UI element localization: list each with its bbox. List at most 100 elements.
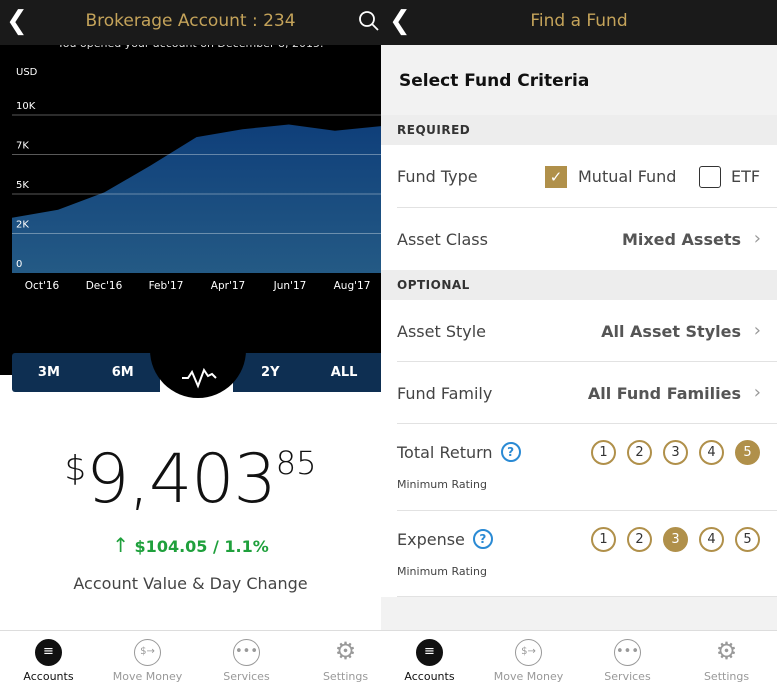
day-change: ↑ $104.05 / 1.1% [0,533,381,557]
settings-icon: ⚙ [715,637,738,665]
tab-label: Move Money [112,670,183,683]
y-tick-label: 5K [16,180,29,191]
rating-2-button[interactable]: 2 [627,440,652,465]
chart-area: You opened your account on December 8, 2… [0,37,381,392]
tab-settings[interactable]: ⚙ Settings [678,631,775,693]
help-icon[interactable]: ? [500,442,521,462]
tab-settings[interactable]: ⚙ Settings [297,631,394,693]
optional-section-label: OPTIONAL [381,270,777,300]
currency-symbol: $ [64,449,87,489]
tab-label: Settings [703,670,750,683]
etf-label: ETF [731,167,761,186]
fund-type-label: Fund Type [397,167,478,186]
x-tick-label: Oct'16 [25,280,60,292]
rating-4-button[interactable]: 4 [699,440,724,465]
account-value-label: Account Value & Day Change [73,574,308,593]
tab-accounts[interactable]: ≡ Accounts [381,631,478,693]
page-title: Find a Fund [530,11,628,31]
header: ❮ Brokerage Account : 234 [0,0,381,45]
tab-services[interactable]: ••• Services [579,631,676,693]
rating-4-button[interactable]: 4 [699,527,724,552]
x-tick-label: Jun'17 [273,280,307,292]
chevron-right-icon: › [753,228,761,249]
back-icon[interactable]: ❮ [6,6,28,36]
range-3m[interactable]: 3M [37,365,60,380]
arrow-up-icon: ↑ [112,533,129,557]
fund-type-row: Fund Type ✓ Mutual Fund ETF [381,145,777,208]
settings-icon: ⚙ [334,637,357,665]
fund-family-value: All Fund Families [587,384,741,403]
pulse-icon [182,367,217,389]
services-icon: ••• [233,639,260,666]
help-icon[interactable]: ? [472,529,493,549]
asset-style-row[interactable]: Asset Style All Asset Styles › [381,300,777,362]
mutual-fund-label: Mutual Fund [578,167,677,186]
range-2y[interactable]: 2Y [261,365,280,380]
tab-label: Services [604,670,651,683]
etf-checkbox[interactable] [699,166,721,188]
header: ❮ Find a Fund [381,0,777,45]
tab-label: Services [223,670,270,683]
find-fund-screen: ❮ Find a Fund Select Fund Criteria REQUI… [381,0,777,630]
y-tick-label: 0 [16,259,22,270]
tab-move-money[interactable]: $→ Move Money [480,631,577,693]
range-all[interactable]: ALL [330,365,358,380]
balance-chart: 0 2K 5K 7K 10K USD Oct'16 Dec'16 Feb'17 Apr'17 Jun… [12,67,381,292]
asset-class-value: Mixed Assets [621,230,741,249]
account-balance: $9,40385 [0,440,381,519]
rating-1-button[interactable]: 1 [591,440,616,465]
expense-label: Expense [397,530,465,549]
tab-accounts[interactable]: ≡ Accounts [0,631,97,693]
tab-move-money[interactable]: $→ Move Money [99,631,196,693]
x-tick-label: Aug'17 [334,280,371,292]
x-tick-label: Dec'16 [86,280,123,292]
rating-2-button[interactable]: 2 [627,527,652,552]
back-icon[interactable]: ❮ [389,6,411,36]
chevron-right-icon: › [753,382,761,403]
rating-1-button[interactable]: 1 [591,527,616,552]
asset-class-label: Asset Class [397,230,488,249]
asset-class-row[interactable]: Asset Class Mixed Assets › [381,208,777,270]
services-icon: ••• [614,639,641,666]
x-tick-label: Apr'17 [211,280,245,292]
tab-services[interactable]: ••• Services [198,631,295,693]
total-return-label: Total Return [397,443,493,462]
asset-style-value: All Asset Styles [601,322,741,341]
rating-3-button[interactable]: 3 [663,527,688,552]
required-section-label: REQUIRED [381,115,777,145]
chevron-right-icon: › [753,320,761,341]
rating-3-button[interactable]: 3 [663,440,688,465]
tab-label: Accounts [404,670,455,683]
tab-label: Move Money [493,670,564,683]
rating-5-button[interactable]: 5 [735,440,760,465]
minimum-rating-label: Minimum Rating [397,478,487,491]
tab-label: Accounts [23,670,74,683]
y-tick-label: 2K [16,220,29,231]
fund-family-label: Fund Family [397,384,493,403]
account-screen: You opened your account on December 8, 2… [0,0,381,630]
mutual-fund-checkbox[interactable]: ✓ [545,166,567,188]
move-money-icon: $→ [134,639,161,666]
rating-5-button[interactable]: 5 [735,527,760,552]
tab-bar: ≡ Accounts $→ Move Money ••• Services ⚙ Setting… [0,630,777,692]
chart-toggle-button[interactable] [150,330,246,398]
accounts-icon: ≡ [35,639,62,666]
minimum-rating-label: Minimum Rating [397,565,487,578]
tab-label: Settings [322,670,369,683]
area-series [12,124,381,273]
fund-family-row[interactable]: Fund Family All Fund Families › [381,362,777,424]
y-tick-label: 10K [16,101,36,112]
accounts-icon: ≡ [416,639,443,666]
search-icon[interactable] [358,10,380,32]
page-title: Brokerage Account : 234 [85,11,296,31]
move-money-icon: $→ [515,639,542,666]
section-title: Select Fund Criteria [399,71,590,91]
range-6m[interactable]: 6M [111,365,134,380]
y-tick-label: 7K [16,141,29,152]
balance-cents: 85 [275,444,317,482]
y-axis-label: USD [16,67,38,78]
asset-style-label: Asset Style [397,322,487,341]
x-tick-label: Feb'17 [149,280,184,292]
